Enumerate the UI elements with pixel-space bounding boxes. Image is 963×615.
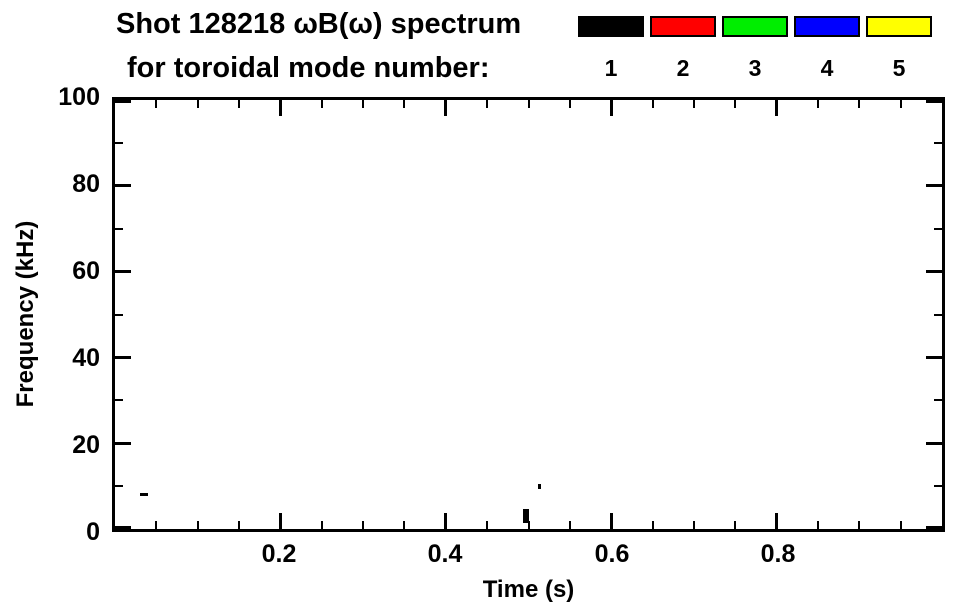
x-minor-tick [734,100,737,108]
x-minor-tick [362,100,365,108]
y-minor-tick [115,399,123,402]
y-minor-tick [115,227,123,230]
x-major-tick [444,100,448,116]
x-minor-tick [899,100,902,108]
x-minor-tick [238,521,241,529]
y-major-tick [926,355,942,359]
x-minor-tick [527,521,530,529]
legend-swatch [794,16,860,37]
legend-swatch [722,16,788,37]
y-major-tick [926,100,942,103]
x-minor-tick [320,100,323,108]
x-minor-tick [527,100,530,108]
legend: 1 2 3 4 5 [0,0,963,95]
chart-title: Shot 128218 ωB(ω) spectrum [116,8,522,40]
x-minor-tick [403,100,406,108]
x-tick-label: 0.8 [760,540,796,568]
x-minor-tick [155,521,158,529]
x-minor-tick [196,521,199,529]
y-major-tick [926,184,942,188]
y-minor-tick [115,313,123,316]
legend-label: 4 [820,55,834,81]
plot-area [112,97,945,532]
y-major-tick [115,100,131,103]
y-minor-tick [115,141,123,144]
data-mark [523,509,530,524]
x-minor-tick [899,521,902,529]
x-minor-tick [816,521,819,529]
y-tick-label: 60 [72,257,100,285]
y-major-tick [926,270,942,274]
chart-subtitle: for toroidal mode number: [127,52,490,84]
y-minor-tick [934,141,942,144]
x-minor-tick [362,521,365,529]
y-axis-title: Frequency (kHz) [12,220,39,408]
y-minor-tick [115,485,123,488]
y-minor-tick [934,313,942,316]
x-minor-tick [238,100,241,108]
legend-swatch [650,16,716,37]
x-tick-label: 0.6 [594,540,630,568]
legend-label: 5 [892,55,906,81]
x-minor-tick [155,100,158,108]
y-major-tick [926,441,942,445]
x-minor-tick [692,521,695,529]
x-minor-tick [196,100,199,108]
x-minor-tick [320,521,323,529]
legend-swatch [578,16,644,37]
y-major-tick [115,270,131,274]
y-tick-label: 100 [58,83,100,111]
y-minor-tick [934,227,942,230]
y-tick-label: 20 [72,431,100,459]
x-minor-tick [568,521,571,529]
y-tick-label: 80 [72,170,100,198]
x-minor-tick [651,521,654,529]
y-major-tick [115,184,131,188]
x-minor-tick [568,100,571,108]
legend-label: 3 [748,55,762,81]
y-major-tick [926,526,942,529]
x-major-tick [775,100,779,116]
x-minor-tick [816,100,819,108]
x-major-tick [278,100,282,116]
x-major-tick [775,513,779,529]
x-minor-tick [858,521,861,529]
y-tick-label: 40 [72,344,100,372]
y-minor-tick [934,485,942,488]
x-minor-tick [734,521,737,529]
y-major-tick [115,526,131,529]
x-minor-tick [692,100,695,108]
x-minor-tick [486,100,489,108]
y-tick-label: 0 [86,518,100,546]
data-mark [139,493,148,497]
legend-label: 2 [676,55,690,81]
data-mark [537,483,541,489]
legend-swatch [866,16,932,37]
y-major-tick [115,441,131,445]
x-minor-tick [403,521,406,529]
x-major-tick [609,100,613,116]
x-minor-tick [486,521,489,529]
x-major-tick [278,513,282,529]
x-minor-tick [651,100,654,108]
legend-label: 1 [604,55,618,81]
x-axis-title: Time (s) [482,576,575,603]
x-major-tick [609,513,613,529]
x-tick-label: 0.2 [261,540,297,568]
x-tick-label: 0.4 [427,540,463,568]
x-minor-tick [858,100,861,108]
y-minor-tick [934,399,942,402]
x-major-tick [444,513,448,529]
y-major-tick [115,355,131,359]
